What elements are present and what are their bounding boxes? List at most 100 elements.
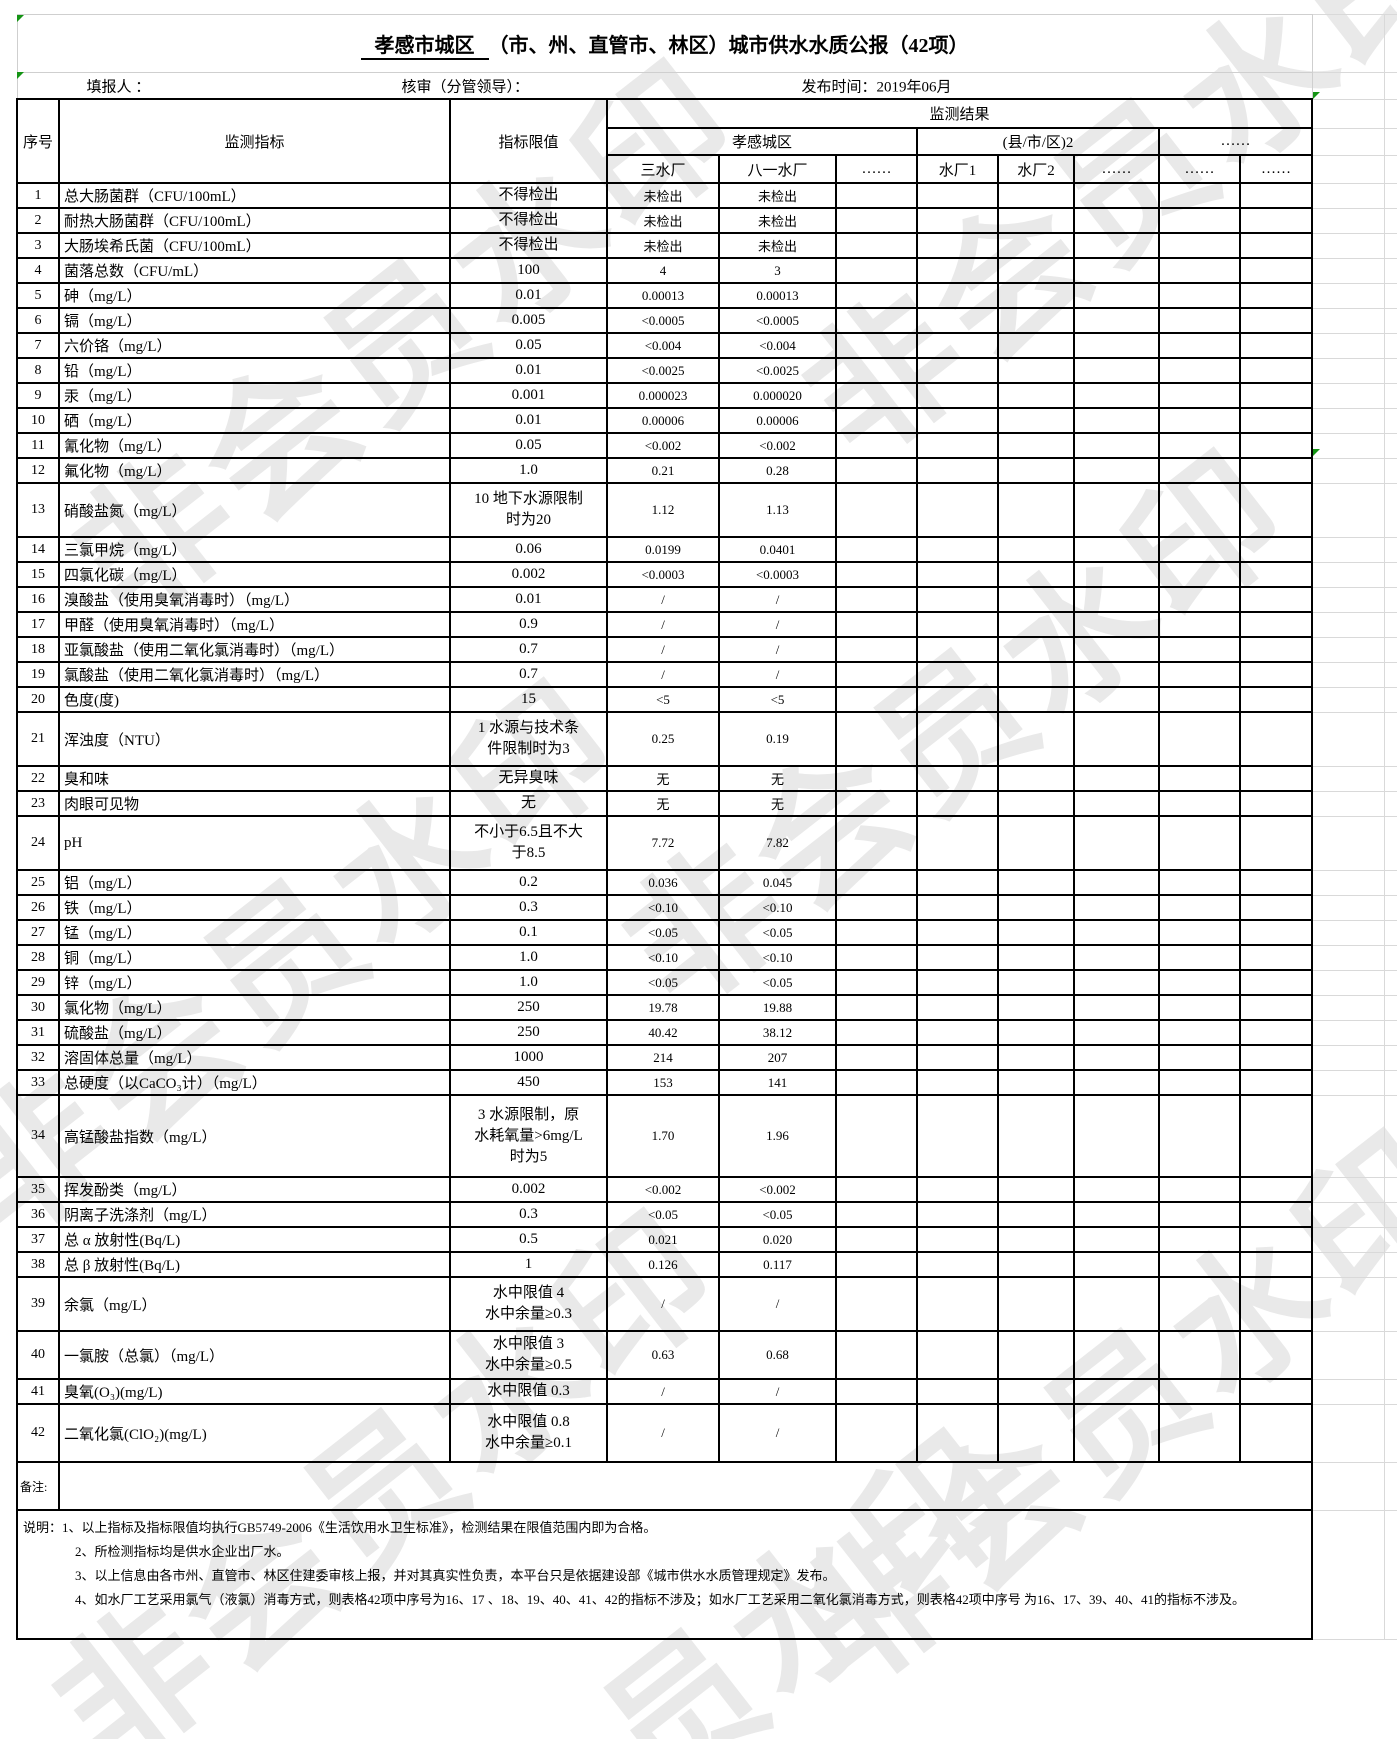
result-cell <box>1073 611 1160 638</box>
result-cell <box>916 919 999 946</box>
result-cell <box>1158 586 1241 613</box>
result-cell <box>1158 919 1241 946</box>
indicator-cell: 甲醛（使用臭氧消毒时）（mg/L） <box>58 611 451 638</box>
result-cell: 19.88 <box>718 994 837 1021</box>
empty-cell <box>1383 561 1397 588</box>
empty-cell <box>1311 282 1385 309</box>
result-cell <box>1158 407 1241 434</box>
result-cell <box>1238 636 1314 663</box>
row-number: 32 <box>16 1044 60 1071</box>
plant-header-plant2: 水厂2 <box>997 154 1075 184</box>
result-cell <box>835 711 918 767</box>
row-number: 21 <box>16 711 60 767</box>
indicator-cell: 硒（mg/L） <box>58 407 451 434</box>
result-cell <box>1073 457 1160 484</box>
limit-cell: 无 <box>449 790 608 817</box>
result-cell: 0.68 <box>718 1330 837 1380</box>
row-number: 13 <box>16 482 60 538</box>
result-cell <box>997 561 1075 588</box>
result-cell <box>1073 765 1160 792</box>
empty-cell <box>1383 257 1397 284</box>
limit-cell: 1 <box>449 1251 608 1278</box>
empty-cell <box>1383 1509 1397 1640</box>
result-cell: 19.78 <box>606 994 720 1021</box>
indicator-cell: 镉（mg/L） <box>58 307 451 334</box>
empty-cell <box>1311 207 1385 234</box>
empty-cell <box>1311 944 1385 971</box>
indicator-cell: 氯酸盐（使用二氧化氯消毒时）（mg/L） <box>58 661 451 688</box>
result-cell <box>835 1378 918 1405</box>
empty-cell <box>1383 611 1397 638</box>
empty-cell <box>1311 14 1385 73</box>
table-row: 2 耐热大肠菌群（CFU/100mL） 不得检出 未检出 未检出 <box>16 207 1397 234</box>
result-cell <box>1073 382 1160 409</box>
result-cell <box>835 332 918 359</box>
empty-cell <box>1383 994 1397 1021</box>
result-cell <box>1158 232 1241 259</box>
result-cell: 0.0401 <box>718 536 837 563</box>
indicator-cell: 浑浊度（NTU） <box>58 711 451 767</box>
result-cell <box>835 1019 918 1046</box>
empty-cell <box>1383 332 1397 359</box>
result-cell <box>835 815 918 871</box>
meta-row: 填报人 ： 核审（分管领导）： 发布时间：2019年06月 <box>16 72 1397 100</box>
empty-cell <box>1383 72 1397 100</box>
result-cell: 214 <box>606 1044 720 1071</box>
result-cell <box>997 765 1075 792</box>
result-cell <box>1238 790 1314 817</box>
plant-header-ellipsis: …… <box>1158 154 1241 184</box>
result-cell <box>997 1094 1075 1178</box>
indicator-cell: 大肠埃希氏菌（CFU/100mL） <box>58 232 451 259</box>
result-cell <box>997 1378 1075 1405</box>
limit-cell: 1000 <box>449 1044 608 1071</box>
indicator-cell: 亚氯酸盐（使用二氧化氯消毒时）（mg/L） <box>58 636 451 663</box>
result-cell <box>1073 282 1160 309</box>
result-cell <box>1238 1226 1314 1253</box>
table-row: 4 菌落总数（CFU/mL） 100 4 3 <box>16 257 1397 284</box>
result-cell: 无 <box>718 790 837 817</box>
result-cell <box>997 1251 1075 1278</box>
table-row: 30 氯化物（mg/L） 250 19.78 19.88 <box>16 994 1397 1021</box>
indicator-cell: 锌（mg/L） <box>58 969 451 996</box>
cell-flag-icon <box>17 15 24 22</box>
limit-cell: 0.001 <box>449 382 608 409</box>
result-cell: 0.63 <box>606 1330 720 1380</box>
result-cell <box>1158 1094 1241 1178</box>
result-cell <box>1073 332 1160 359</box>
result-cell <box>835 611 918 638</box>
result-cell <box>997 994 1075 1021</box>
result-cell <box>1238 894 1314 921</box>
group-header-county2: (县/市/区)2 <box>916 127 1160 156</box>
empty-cell <box>1383 207 1397 234</box>
result-cell <box>835 561 918 588</box>
indicator-cell: 臭和味 <box>58 765 451 792</box>
result-cell <box>1158 432 1241 459</box>
row-number: 14 <box>16 536 60 563</box>
result-cell <box>1238 357 1314 384</box>
result-cell <box>1073 1403 1160 1463</box>
result-cell <box>1073 407 1160 434</box>
result-cell: <0.05 <box>606 969 720 996</box>
result-cell <box>1073 1251 1160 1278</box>
result-cell: / <box>606 611 720 638</box>
result-cell: / <box>606 1378 720 1405</box>
result-cell <box>1158 894 1241 921</box>
note-line: 说明：1、以上指标及指标限值均执行GB5749-2006《生活饮用水卫生标准》，… <box>23 1520 657 1535</box>
result-cell <box>1158 1330 1241 1380</box>
result-cell <box>1238 407 1314 434</box>
cell-flag-icon <box>17 72 24 79</box>
group-header-ellipsis: …… <box>1157 127 1314 156</box>
result-cell <box>835 1251 918 1278</box>
empty-cell <box>1383 661 1397 688</box>
result-cell <box>1238 994 1314 1021</box>
result-cell <box>916 407 999 434</box>
result-cell <box>1238 686 1314 713</box>
row-number: 41 <box>16 1378 60 1405</box>
empty-cell <box>1311 561 1385 588</box>
indicator-cell: 六价铬（mg/L） <box>58 332 451 359</box>
empty-cell <box>1383 307 1397 334</box>
result-cell: / <box>718 636 837 663</box>
result-cell: 无 <box>606 790 720 817</box>
row-number: 39 <box>16 1276 60 1332</box>
limit-cell: 0.5 <box>449 1226 608 1253</box>
